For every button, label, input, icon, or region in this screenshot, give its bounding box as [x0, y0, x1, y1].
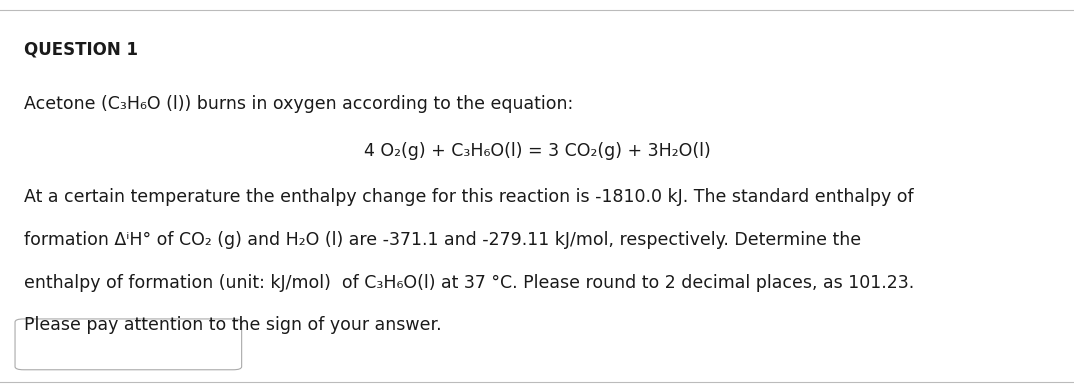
- Text: formation ΔⁱH° of CO₂ (g) and H₂O (l) are -371.1 and -279.11 kJ/mol, respectivel: formation ΔⁱH° of CO₂ (g) and H₂O (l) ar…: [24, 231, 860, 249]
- Text: 4 O₂(g) + C₃H₆O(l) = 3 CO₂(g) + 3H₂O(l): 4 O₂(g) + C₃H₆O(l) = 3 CO₂(g) + 3H₂O(l): [364, 142, 710, 159]
- Text: enthalpy of formation (unit: kJ/mol)  of C₃H₆O(l) at 37 °C. Please round to 2 de: enthalpy of formation (unit: kJ/mol) of …: [24, 274, 914, 291]
- FancyBboxPatch shape: [15, 319, 242, 370]
- Text: Acetone (C₃H₆O (l)) burns in oxygen according to the equation:: Acetone (C₃H₆O (l)) burns in oxygen acco…: [24, 95, 572, 113]
- Text: At a certain temperature the enthalpy change for this reaction is -1810.0 kJ. Th: At a certain temperature the enthalpy ch…: [24, 188, 913, 206]
- Text: QUESTION 1: QUESTION 1: [24, 41, 137, 59]
- Text: Please pay attention to the sign of your answer.: Please pay attention to the sign of your…: [24, 316, 441, 334]
